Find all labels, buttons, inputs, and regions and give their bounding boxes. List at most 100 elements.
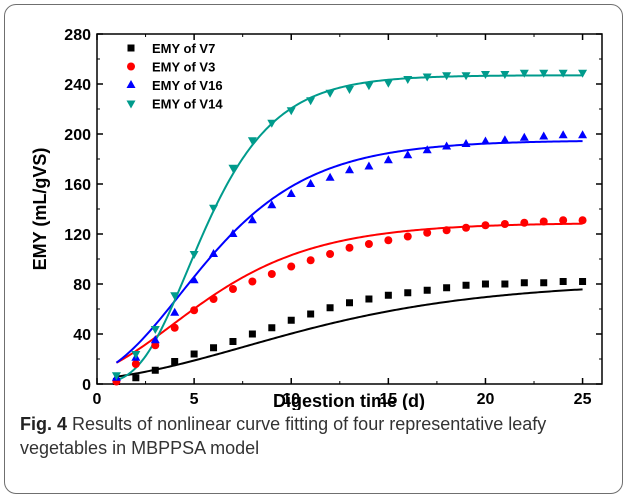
legend-entry-label: EMY of V3 <box>152 60 215 75</box>
data-point <box>442 72 452 81</box>
data-point <box>579 278 587 285</box>
data-point <box>539 69 549 78</box>
data-point <box>559 216 568 225</box>
data-point <box>404 289 412 297</box>
caption-text: Results of nonlinear curve fitting of fo… <box>20 414 547 458</box>
data-point <box>423 286 431 294</box>
data-point <box>132 374 140 382</box>
legend-marker <box>126 80 136 88</box>
data-point <box>228 164 238 173</box>
data-point <box>578 69 588 78</box>
data-point <box>461 139 471 147</box>
data-point <box>423 228 432 237</box>
data-point <box>248 277 257 286</box>
data-point <box>578 130 588 139</box>
data-point <box>364 161 374 170</box>
data-point <box>209 295 218 303</box>
x-tick-label: 20 <box>477 391 495 408</box>
y-tick-label: 80 <box>73 277 91 294</box>
data-point <box>267 119 277 128</box>
data-point <box>170 307 180 316</box>
data-point <box>189 251 199 259</box>
data-point <box>442 226 451 235</box>
data-point <box>540 279 548 287</box>
data-point <box>480 71 490 79</box>
figure-caption: Fig. 4 Results of nonlinear curve fittin… <box>20 412 612 460</box>
data-point <box>111 372 121 381</box>
data-point <box>247 137 257 146</box>
data-point <box>346 299 353 307</box>
data-point <box>286 189 296 197</box>
data-point <box>383 79 393 88</box>
data-point <box>461 72 471 81</box>
data-point <box>403 76 413 84</box>
data-point <box>345 86 354 94</box>
y-tick-label: 120 <box>64 227 91 244</box>
data-point <box>422 73 432 82</box>
legend-marker <box>127 62 135 71</box>
data-point <box>306 179 316 187</box>
data-point <box>462 223 471 232</box>
data-point <box>287 316 295 324</box>
data-point <box>170 323 179 332</box>
ticks-group: 0 5 10 15 20 25 0 40 80 120 160 200 240 280 <box>64 27 602 408</box>
data-point <box>422 145 432 154</box>
data-point <box>539 217 548 226</box>
x-tick-label: 5 <box>190 391 199 408</box>
data-point <box>501 280 509 288</box>
y-tick-label: 200 <box>64 127 91 144</box>
data-point <box>210 344 218 352</box>
data-point <box>520 218 529 227</box>
data-point <box>306 256 315 265</box>
data-point <box>480 136 490 145</box>
data-point <box>558 130 568 139</box>
fit-curve <box>116 288 583 378</box>
data-point <box>150 326 160 334</box>
data-point <box>364 82 374 91</box>
y-tick-label: 40 <box>73 327 91 344</box>
data-point <box>365 295 373 303</box>
y-tick-label: 240 <box>64 77 91 94</box>
data-point <box>558 69 568 78</box>
data-point <box>209 204 219 213</box>
legend-entry-label: EMY of V14 <box>152 97 223 112</box>
data-point <box>171 358 179 365</box>
data-point <box>462 281 470 289</box>
y-tick-label: 0 <box>82 377 91 394</box>
data-point <box>500 71 510 79</box>
data-point <box>326 304 334 312</box>
data-point <box>325 89 335 98</box>
data-point <box>267 270 276 278</box>
caption-label: Fig. 4 <box>20 414 68 434</box>
data-point <box>247 215 257 224</box>
x-tick-label: 0 <box>93 391 102 408</box>
data-point <box>268 324 276 332</box>
data-point <box>442 141 452 150</box>
data-point <box>578 216 587 225</box>
data-points-group <box>111 69 588 386</box>
data-point <box>209 249 219 257</box>
data-point <box>519 132 529 141</box>
data-point <box>481 221 490 230</box>
legend: EMY of V7 EMY of V3 EMY of V16 EMY of V14 <box>126 41 223 112</box>
data-point <box>364 240 373 248</box>
data-point <box>403 150 413 159</box>
data-point <box>131 351 141 359</box>
data-point <box>306 97 316 106</box>
data-point <box>539 131 549 140</box>
data-point <box>403 232 412 241</box>
data-point <box>325 172 335 181</box>
y-tick-label: 280 <box>64 27 91 44</box>
data-point <box>519 69 529 78</box>
x-axis-title: Digestion time (d) <box>273 391 425 410</box>
legend-marker <box>126 100 136 109</box>
chart: 0 5 10 15 20 25 0 40 80 120 160 200 240 280 EMY of V7… <box>30 27 603 410</box>
data-point <box>345 165 354 174</box>
data-point <box>229 338 237 345</box>
data-point <box>267 200 277 209</box>
data-point <box>131 360 140 368</box>
data-point <box>189 275 199 284</box>
data-point <box>500 135 510 144</box>
legend-entry-label: EMY of V16 <box>152 78 223 93</box>
data-point <box>307 310 315 318</box>
